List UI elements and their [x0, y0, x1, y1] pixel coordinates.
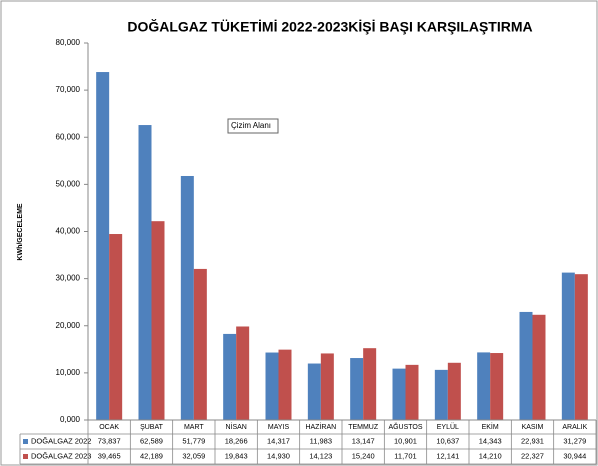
x-tick-label: EYLÜL	[437, 423, 459, 431]
bar	[392, 368, 406, 420]
bar	[236, 326, 250, 420]
y-tick-label: 30,000	[56, 274, 81, 283]
data-table-value: 15,240	[352, 451, 375, 460]
data-table-value: 12,141	[436, 451, 459, 460]
chart-title: DOĞALGAZ TÜKETİMİ 2022-2023KİŞİ BAŞI KAR…	[127, 18, 532, 35]
bar	[405, 364, 419, 420]
bar	[532, 314, 546, 420]
bar	[265, 352, 279, 420]
bar	[477, 352, 491, 420]
data-table-value: 39,465	[98, 451, 121, 460]
bar	[447, 362, 461, 420]
y-tick-label: 40,000	[56, 227, 81, 236]
bar	[223, 333, 237, 420]
x-tick-label: MAYIS	[268, 424, 290, 431]
data-table-value: 14,343	[479, 436, 502, 445]
data-table-value: 14,317	[267, 436, 290, 445]
tooltip-box	[227, 118, 279, 134]
tooltip: Çizim Alanı	[231, 121, 271, 130]
bar	[307, 363, 321, 420]
data-table-value: 42,189	[140, 451, 163, 460]
data-table-value: 14,123	[309, 451, 332, 460]
data-table-value: 14,930	[267, 451, 290, 460]
bar	[350, 358, 364, 420]
x-tick-label: ŞUBAT	[140, 424, 164, 431]
data-table-value: 19,843	[225, 451, 248, 460]
bar	[138, 125, 152, 420]
y-tick-label: 0,000	[60, 415, 81, 424]
bar	[561, 272, 575, 420]
legend-key	[23, 454, 28, 459]
data-table-value: 14,210	[479, 451, 502, 460]
bar	[193, 268, 207, 420]
x-tick-label: NİSAN	[225, 422, 246, 431]
bar	[96, 72, 110, 420]
y-tick-label: 20,000	[56, 321, 81, 330]
y-tick-label: 80,000	[56, 38, 81, 47]
bar	[180, 175, 194, 420]
data-table-value: 30,944	[563, 451, 586, 460]
bar	[490, 353, 504, 420]
bar	[109, 234, 123, 420]
data-table-value: 11,701	[394, 451, 416, 460]
data-table-value: 22,327	[521, 451, 544, 460]
x-tick-label: TEMMUZ	[348, 424, 379, 431]
bar	[519, 311, 533, 420]
bar	[278, 349, 292, 420]
legend-label: DOĞALGAZ 2023	[31, 451, 91, 460]
data-table-value: 10,901	[394, 436, 417, 445]
bar	[434, 369, 448, 420]
legend-label: DOĞALGAZ 2022	[31, 436, 91, 445]
data-table-value: 73,837	[98, 436, 121, 445]
y-tick-label: 60,000	[56, 132, 81, 141]
data-table-value: 31,279	[563, 436, 586, 445]
data-table-value: 11,983	[310, 436, 332, 445]
x-tick-label: KASIM	[522, 424, 544, 431]
y-tick-label: 70,000	[56, 85, 81, 94]
x-tick-label: ARALIK	[562, 424, 587, 431]
legend-key	[23, 439, 28, 444]
data-table-value: 32,059	[182, 451, 205, 460]
bar	[363, 348, 377, 420]
data-table-value: 22,931	[521, 436, 544, 445]
data-table-value: 13,147	[352, 436, 375, 445]
data-table-value: 51,779	[182, 436, 205, 445]
bar	[320, 353, 334, 420]
y-axis-label: KWh/GECELEME	[17, 203, 24, 260]
y-tick-label: 10,000	[56, 368, 81, 377]
data-table-value: 62,589	[140, 436, 163, 445]
y-tick-label: 50,000	[56, 179, 81, 188]
x-tick-label: HAZİRAN	[305, 422, 336, 431]
bar	[151, 221, 165, 420]
x-tick-label: AĞUSTOS	[388, 422, 422, 431]
data-table-value: 18,266	[225, 436, 248, 445]
data-table-value: 10,637	[436, 436, 459, 445]
x-tick-label: EKİM	[482, 422, 499, 431]
x-tick-label: MART	[184, 424, 204, 431]
x-tick-label: OCAK	[99, 424, 119, 431]
bar	[574, 274, 588, 420]
